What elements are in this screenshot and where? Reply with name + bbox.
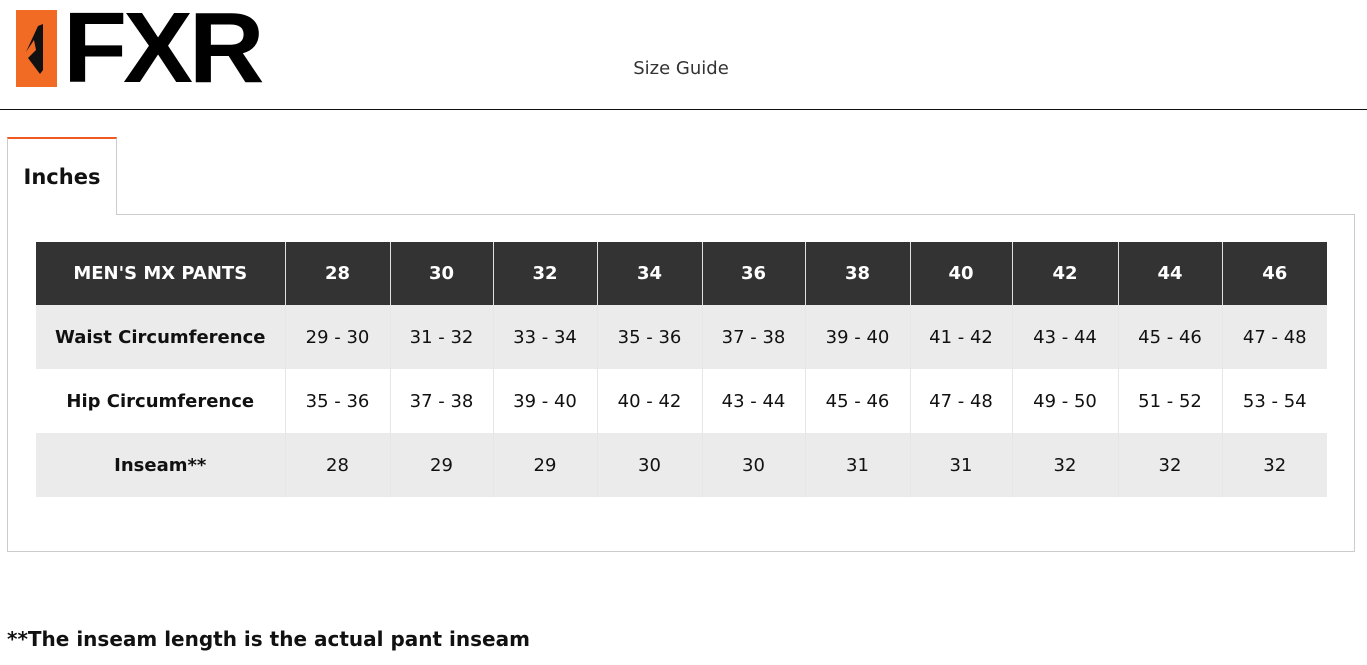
table-cell: 37 - 38 <box>390 369 494 433</box>
page-title: Size Guide <box>633 58 729 79</box>
tab-inches[interactable]: Inches <box>7 137 117 215</box>
table-cell: 32 <box>1222 433 1327 497</box>
size-header: 44 <box>1118 242 1223 305</box>
table-cell: 30 <box>597 433 703 497</box>
fxr-wordmark: FXR <box>63 0 265 104</box>
size-chart-panel: MEN'S MX PANTS 28 30 32 34 36 38 40 42 44 46 Waist… <box>7 214 1355 552</box>
fxr-logo[interactable]: FXR <box>16 0 265 98</box>
row-label: Hip Circumference <box>36 369 286 433</box>
table-cell: 39 - 40 <box>493 369 598 433</box>
table-cell: 31 <box>910 433 1013 497</box>
size-header: 46 <box>1222 242 1327 305</box>
size-header: 38 <box>805 242 911 305</box>
table-cell: 43 - 44 <box>1012 305 1119 369</box>
inseam-footnote: **The inseam length is the actual pant i… <box>7 627 530 651</box>
table-title-header: MEN'S MX PANTS <box>36 242 286 305</box>
table-cell: 53 - 54 <box>1222 369 1327 433</box>
table-cell: 49 - 50 <box>1012 369 1119 433</box>
row-label: Inseam** <box>36 433 286 497</box>
size-table: MEN'S MX PANTS 28 30 32 34 36 38 40 42 44 46 Waist… <box>36 242 1327 497</box>
table-cell: 41 - 42 <box>910 305 1013 369</box>
table-cell: 32 <box>1118 433 1223 497</box>
header: FXR Size Guide <box>0 0 1367 110</box>
size-header: 30 <box>390 242 494 305</box>
table-cell: 33 - 34 <box>493 305 598 369</box>
table-cell: 31 - 32 <box>390 305 494 369</box>
table-row: Inseam** 28 29 29 30 30 31 31 32 32 32 <box>36 433 1327 497</box>
table-cell: 47 - 48 <box>1222 305 1327 369</box>
size-header: 32 <box>493 242 598 305</box>
table-row: Hip Circumference 35 - 36 37 - 38 39 - 40 40… <box>36 369 1327 433</box>
table-cell: 29 - 30 <box>285 305 391 369</box>
table-cell: 40 - 42 <box>597 369 703 433</box>
size-header: 34 <box>597 242 703 305</box>
size-header: 28 <box>285 242 391 305</box>
row-label: Waist Circumference <box>36 305 286 369</box>
size-header: 40 <box>910 242 1013 305</box>
table-cell: 45 - 46 <box>805 369 911 433</box>
table-cell: 29 <box>390 433 494 497</box>
table-cell: 30 <box>702 433 806 497</box>
table-cell: 51 - 52 <box>1118 369 1223 433</box>
table-cell: 28 <box>285 433 391 497</box>
fxr-emblem-icon <box>16 10 57 87</box>
table-cell: 32 <box>1012 433 1119 497</box>
table-cell: 35 - 36 <box>597 305 703 369</box>
table-cell: 47 - 48 <box>910 369 1013 433</box>
table-cell: 35 - 36 <box>285 369 391 433</box>
table-cell: 29 <box>493 433 598 497</box>
table-cell: 31 <box>805 433 911 497</box>
table-cell: 45 - 46 <box>1118 305 1223 369</box>
size-header: 42 <box>1012 242 1119 305</box>
table-cell: 43 - 44 <box>702 369 806 433</box>
table-cell: 39 - 40 <box>805 305 911 369</box>
table-row: Waist Circumference 29 - 30 31 - 32 33 - 34… <box>36 305 1327 369</box>
table-header-row: MEN'S MX PANTS 28 30 32 34 36 38 40 42 44 46 <box>36 242 1327 305</box>
table-cell: 37 - 38 <box>702 305 806 369</box>
size-header: 36 <box>702 242 806 305</box>
